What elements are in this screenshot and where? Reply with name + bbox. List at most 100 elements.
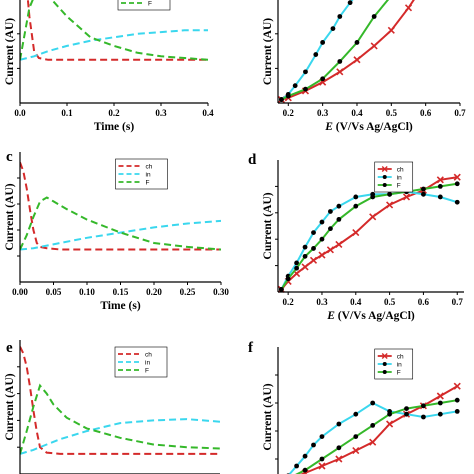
data-point-ch <box>353 56 361 64</box>
y-axis-title: Current (AU) <box>262 383 274 450</box>
data-point-ch <box>326 246 334 254</box>
plot-area <box>20 162 221 251</box>
data-point-F <box>337 59 343 64</box>
data-point-ch <box>370 42 378 50</box>
panel-d: 0.2 0.3 0.4 0.5 0.6 0.7 E (V/Vs Ag/AgCl) Curren… <box>248 152 464 322</box>
data-point-F <box>353 203 359 209</box>
plot-area <box>278 173 461 293</box>
series-line-in <box>288 401 458 474</box>
series-line-F <box>20 0 208 61</box>
data-point-ch <box>404 4 413 12</box>
legend-label-F: F <box>397 182 401 189</box>
data-point-F <box>303 86 308 92</box>
y-axis-title: Current (AU) <box>4 373 16 440</box>
legend-label-ch: ch <box>397 353 404 360</box>
data-point-in <box>404 411 409 417</box>
data-point-F <box>454 181 460 187</box>
data-point-ch <box>453 173 461 181</box>
y-axis-title: Current (AU) <box>4 18 16 85</box>
series-line-F <box>20 383 220 455</box>
x-tick-label: 0.3 <box>316 297 328 307</box>
series-line-ch <box>281 0 415 101</box>
legend-label-in: in <box>146 171 151 178</box>
legend-marker <box>381 166 388 172</box>
legend-label-F: F <box>146 179 150 186</box>
data-point-in <box>292 83 298 89</box>
data-point-F <box>437 184 443 189</box>
data-point-F <box>421 403 426 409</box>
data-point-F <box>328 226 333 232</box>
data-point-F <box>371 14 377 19</box>
data-point-ch <box>301 263 309 271</box>
data-point-in <box>302 244 308 250</box>
data-point-in <box>437 411 443 417</box>
y-axis-title: Current (AU) <box>4 183 16 250</box>
data-point-F <box>278 286 284 292</box>
series-line-in <box>280 190 458 290</box>
legend-label-ch: ch <box>146 163 153 170</box>
x-tick-label: 0.4 <box>351 108 363 118</box>
data-point-F <box>354 40 360 45</box>
data-point-in <box>319 219 325 225</box>
data-point-F <box>279 97 284 102</box>
x-tick-label: 0.15 <box>113 287 129 297</box>
y-axis-title: Current (AU) <box>262 192 274 259</box>
data-point-ch <box>386 201 394 209</box>
data-point-in <box>294 260 299 266</box>
data-point-F <box>387 191 392 197</box>
x-tick-label: 0.10 <box>79 287 95 297</box>
legend-box <box>115 158 168 190</box>
x-tick-label: 0.5 <box>386 108 398 118</box>
legend-marker <box>382 370 387 374</box>
data-point-in <box>370 400 376 406</box>
data-point-in <box>311 442 316 448</box>
x-tick-label: 0.3 <box>317 108 329 118</box>
panel-c: 0.00 0.05 0.10 0.15 0.20 0.25 0.30 Time (s) Curr… <box>4 149 229 312</box>
data-point-in <box>294 463 299 469</box>
panel-letter: c <box>6 149 13 165</box>
x-tick-label: 0.1 <box>61 108 73 118</box>
data-point-F <box>404 406 409 411</box>
data-point-in <box>311 230 316 236</box>
data-point-ch <box>402 193 411 201</box>
x-tick-label: 0.00 <box>12 287 28 297</box>
data-point-ch <box>387 26 395 34</box>
data-point-in <box>347 0 353 6</box>
data-point-ch <box>369 438 377 446</box>
data-point-F <box>370 194 376 200</box>
x-tick-label: 0.5 <box>384 297 396 307</box>
plot-area <box>278 0 415 104</box>
x-tick-label: 0.7 <box>452 297 464 307</box>
x-tick-label: 0.6 <box>420 108 432 118</box>
legend-box <box>117 0 171 11</box>
data-point-F <box>353 434 359 439</box>
data-point-ch <box>335 455 343 463</box>
data-point-ch <box>309 256 318 264</box>
data-point-in <box>330 26 336 32</box>
data-point-ch <box>352 447 360 455</box>
series-line-F <box>20 196 221 251</box>
panel-letter: e <box>6 340 13 356</box>
x-axis-title: E (V/Vs Ag/AgCl) <box>324 121 413 133</box>
data-point-F <box>311 246 316 251</box>
data-point-in <box>328 209 333 214</box>
series-line-in <box>20 219 221 251</box>
data-point-in <box>454 409 460 414</box>
x-tick-label: 0.4 <box>202 108 214 118</box>
series-line-F <box>295 399 458 474</box>
data-point-F <box>285 93 291 99</box>
data-point-in <box>353 411 359 417</box>
panel-a: 0.0 0.1 0.2 0.3 0.4 Time (s) Current (AU) F <box>4 0 214 133</box>
legend-label-F: F <box>145 367 149 374</box>
series-line-in <box>280 0 354 101</box>
data-point-F <box>336 445 342 451</box>
data-point-in <box>303 69 308 75</box>
data-point-ch <box>318 462 326 470</box>
legend-label-in: in <box>145 359 150 366</box>
series-line-F <box>280 0 390 101</box>
data-point-F <box>302 467 308 473</box>
